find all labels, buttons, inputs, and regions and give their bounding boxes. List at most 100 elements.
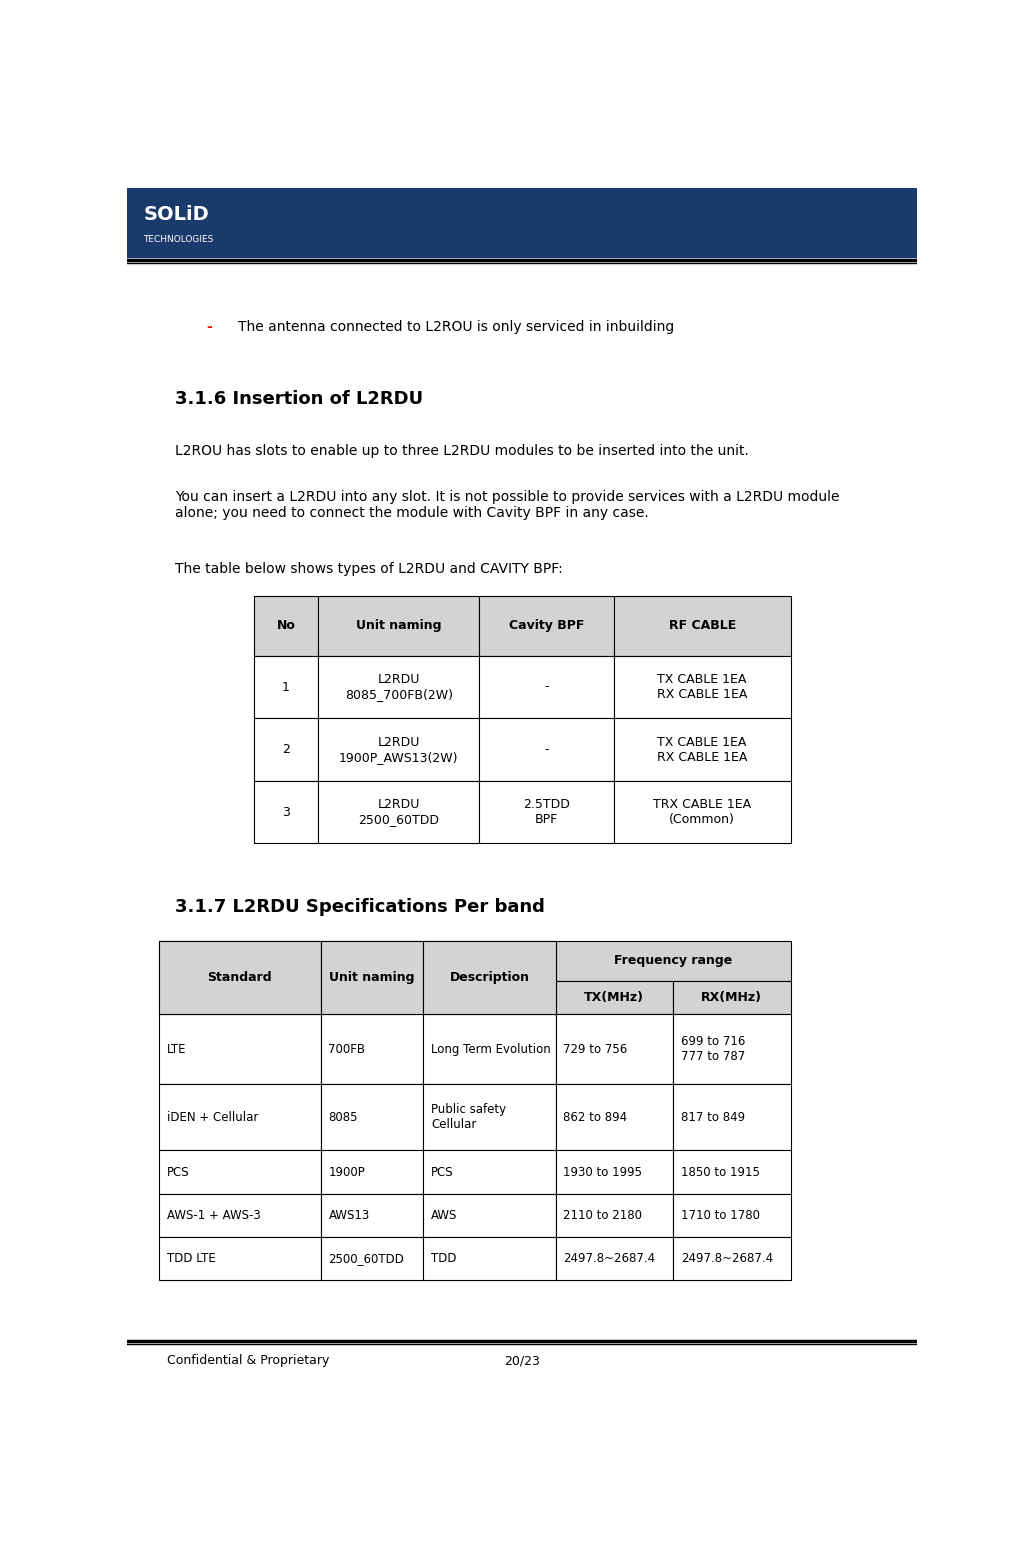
Bar [613,719,791,782]
Bar [321,1014,423,1085]
Text: TX CABLE 1EA
RX CABLE 1EA: TX CABLE 1EA RX CABLE 1EA [657,736,747,764]
Bar [254,719,318,782]
Text: AWS13: AWS13 [328,1208,370,1222]
Text: 8085: 8085 [328,1111,358,1124]
Text: TDD LTE: TDD LTE [167,1252,216,1264]
Bar [254,656,318,719]
Text: 1930 to 1995: 1930 to 1995 [564,1166,642,1179]
Text: Description: Description [449,955,530,967]
Bar [423,1085,555,1150]
Bar [127,188,917,258]
Bar [674,1236,791,1280]
Text: 2: 2 [282,742,289,756]
Bar [159,941,321,980]
Bar [321,941,423,980]
Bar [159,1014,321,1085]
Text: 700FB: 700FB [328,1043,366,1055]
Text: AWS: AWS [431,1208,458,1222]
Bar [479,656,613,719]
Text: 699 to 716
777 to 787: 699 to 716 777 to 787 [681,1035,745,1063]
Text: 3: 3 [282,805,289,819]
Text: Long Term Evolution: Long Term Evolution [431,1043,551,1055]
Text: You can insert a L2RDU into any slot. It is not possible to provide services wit: You can insert a L2RDU into any slot. It… [175,489,840,520]
Bar [321,1150,423,1194]
Text: Standard: Standard [208,955,272,967]
Text: 2110 to 2180: 2110 to 2180 [564,1208,642,1222]
Bar [674,1150,791,1194]
Bar [159,1085,321,1150]
Text: No: No [276,619,296,631]
Text: 2497.8~2687.4: 2497.8~2687.4 [564,1252,655,1264]
Bar [555,1194,674,1236]
Bar [613,596,791,656]
Bar [479,782,613,844]
Text: 1: 1 [282,680,289,694]
Text: 729 to 756: 729 to 756 [564,1043,628,1055]
Bar [254,596,318,656]
Text: Cavity BPF: Cavity BPF [508,619,584,631]
Bar [479,596,613,656]
Bar [555,1236,674,1280]
Text: TRX CABLE 1EA
(Common): TRX CABLE 1EA (Common) [653,799,751,827]
Text: RF CABLE: RF CABLE [668,619,736,631]
Text: L2RDU
1900P_AWS13(2W): L2RDU 1900P_AWS13(2W) [339,736,459,764]
Text: 2497.8~2687.4: 2497.8~2687.4 [681,1252,773,1264]
Bar [479,719,613,782]
Text: PCS: PCS [167,1166,190,1179]
Bar [674,980,791,1014]
Bar [674,1085,791,1150]
Bar [321,1085,423,1150]
Text: TX(MHz): TX(MHz) [584,991,644,1003]
Bar [423,1194,555,1236]
Bar [423,941,555,1014]
Bar [159,941,321,1014]
Bar [423,1014,555,1085]
Bar [159,980,321,1014]
Text: 20/23: 20/23 [504,1355,540,1368]
Text: 2.5TDD
BPF: 2.5TDD BPF [523,799,570,827]
Text: TX CABLE 1EA
RX CABLE 1EA: TX CABLE 1EA RX CABLE 1EA [657,674,747,702]
Text: 862 to 894: 862 to 894 [564,1111,628,1124]
Bar [423,941,555,980]
Bar [613,782,791,844]
Bar [613,656,791,719]
Bar [423,1150,555,1194]
Text: Unit naming: Unit naming [356,619,441,631]
Text: L2RDU
2500_60TDD: L2RDU 2500_60TDD [359,799,439,827]
Bar [159,1236,321,1280]
Text: The table below shows types of L2RDU and CAVITY BPF:: The table below shows types of L2RDU and… [175,561,562,575]
Text: Unit naming: Unit naming [329,971,415,985]
Bar [555,1014,674,1085]
Text: -: - [544,680,548,694]
Text: 1850 to 1915: 1850 to 1915 [681,1166,760,1179]
Text: -: - [206,320,212,334]
Bar [318,656,479,719]
Bar [555,1085,674,1150]
Bar [318,782,479,844]
Bar [555,1150,674,1194]
Bar [318,719,479,782]
Bar [318,596,479,656]
Text: AWS-1 + AWS-3: AWS-1 + AWS-3 [167,1208,261,1222]
Text: 3.1.7 L2RDU Specifications Per band: 3.1.7 L2RDU Specifications Per band [175,897,544,916]
Text: -: - [544,742,548,756]
Text: RX(MHz): RX(MHz) [701,991,762,1003]
Bar [555,941,791,980]
Bar [321,941,423,1014]
Text: TDD: TDD [431,1252,457,1264]
Bar [674,1194,791,1236]
Bar [321,1236,423,1280]
Text: 3.1.6 Insertion of L2RDU: 3.1.6 Insertion of L2RDU [175,389,423,408]
Text: L2ROU has slots to enable up to three L2RDU modules to be inserted into the unit: L2ROU has slots to enable up to three L2… [175,444,749,458]
Bar [159,1194,321,1236]
Text: Standard: Standard [208,971,272,985]
Text: Confidential & Proprietary: Confidential & Proprietary [167,1355,329,1368]
Text: 1710 to 1780: 1710 to 1780 [681,1208,760,1222]
Bar [674,1014,791,1085]
Text: Frequency range: Frequency range [614,955,733,967]
Text: TECHNOLOGIES: TECHNOLOGIES [143,236,214,244]
Bar [321,980,423,1014]
Text: PCS: PCS [431,1166,453,1179]
Bar [254,782,318,844]
Text: L2RDU
8085_700FB(2W): L2RDU 8085_700FB(2W) [344,674,452,702]
